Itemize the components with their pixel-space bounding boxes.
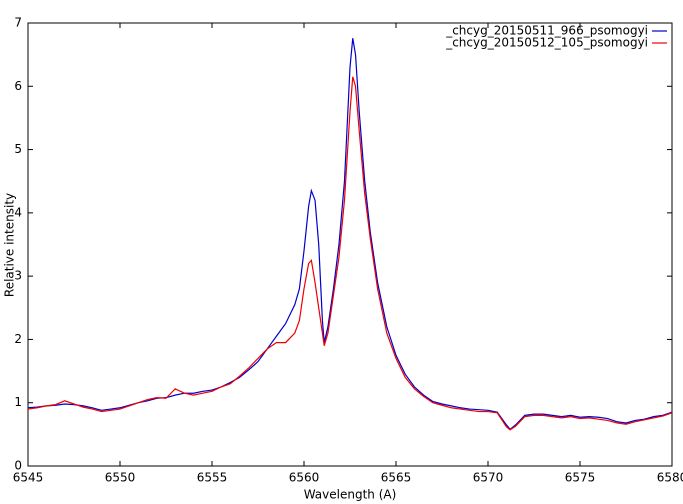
x-tick-label: 6550 xyxy=(105,471,136,485)
y-tick-label: 0 xyxy=(14,459,22,473)
x-tick-label: 6560 xyxy=(289,471,320,485)
x-tick-label: 6555 xyxy=(197,471,228,485)
y-tick-label: 2 xyxy=(14,332,22,346)
y-axis-label: Relative intensity xyxy=(3,193,17,297)
x-tick-label: 6545 xyxy=(13,471,44,485)
x-axis-label: Wavelength (A) xyxy=(304,488,397,502)
y-tick-label: 4 xyxy=(14,205,22,219)
y-tick-label: 3 xyxy=(14,269,22,283)
x-tick-label: 6575 xyxy=(565,471,596,485)
legend-label: _chcyg_20150512_105_psomogyi xyxy=(445,36,648,50)
plot-frame xyxy=(27,22,673,467)
x-tick-label: 6565 xyxy=(381,471,412,485)
x-tick-label: 6570 xyxy=(473,471,504,485)
legend-label: _chcyg_20150511_966_psomogyi xyxy=(445,24,648,38)
series-line xyxy=(27,76,673,431)
y-tick-label: 6 xyxy=(14,79,22,93)
y-tick-label: 7 xyxy=(14,16,22,30)
series-line xyxy=(27,38,673,431)
y-tick-label: 1 xyxy=(14,395,22,409)
y-tick-label: 5 xyxy=(14,142,22,156)
